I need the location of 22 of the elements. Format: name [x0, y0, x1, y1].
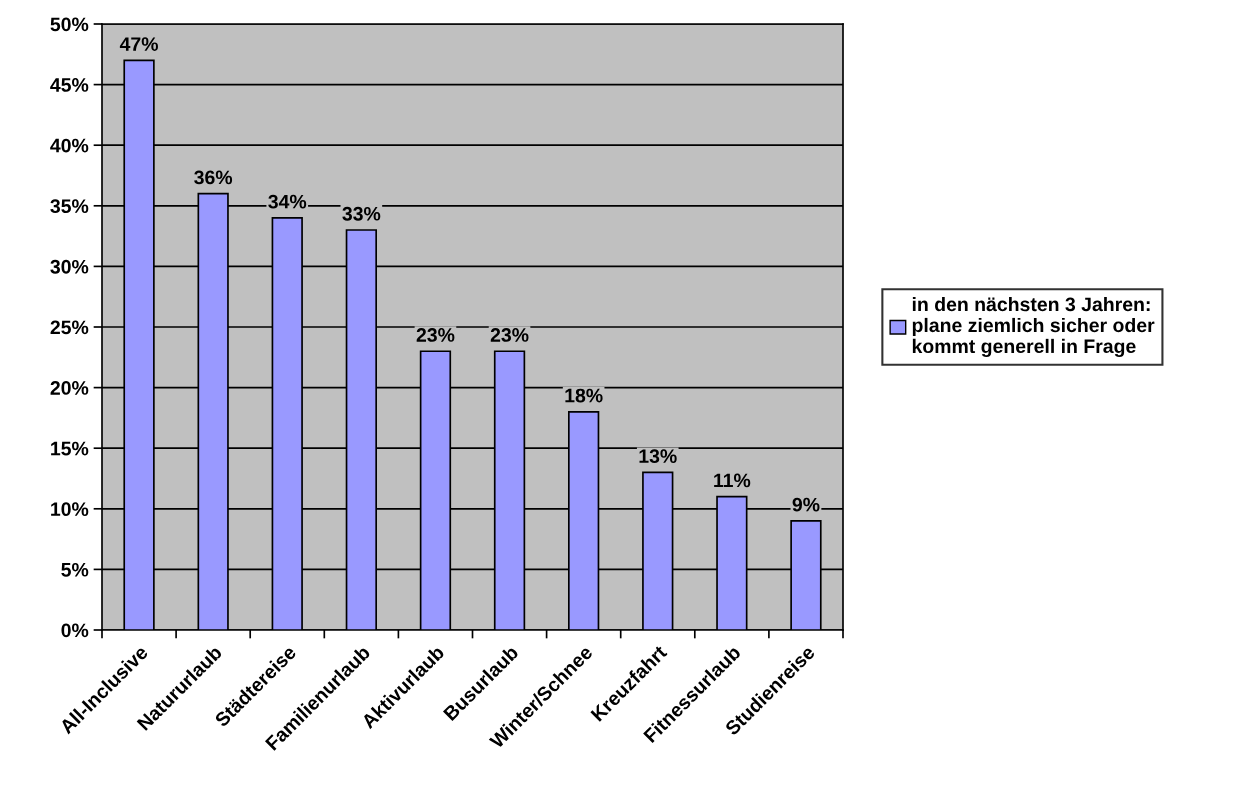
- legend-label: in den nächsten 3 Jahren: plane ziemlich sicher oder kommt generell in Frage: [912, 296, 1155, 358]
- y-tick-label: 50%: [50, 17, 89, 32]
- data-label: 18%: [565, 388, 603, 403]
- data-label: 11%: [714, 473, 751, 488]
- data-label: 23%: [416, 328, 455, 342]
- data-label: 23%: [490, 328, 529, 342]
- y-tick-label: 35%: [50, 199, 89, 214]
- y-tick-label: 20%: [50, 381, 89, 395]
- data-label: 34%: [268, 194, 307, 209]
- data-label: 33%: [342, 206, 381, 221]
- data-label: 36%: [194, 170, 233, 185]
- data-label: 13%: [639, 449, 677, 464]
- y-tick-label: 0%: [61, 623, 89, 638]
- data-label: 9%: [792, 497, 820, 512]
- y-tick-label: 40%: [50, 138, 89, 153]
- y-tick-label: 30%: [50, 259, 89, 274]
- data-label: 47%: [119, 37, 158, 51]
- y-tick-label: 45%: [50, 78, 89, 92]
- y-tick-label: 5%: [61, 562, 89, 577]
- y-tick-label: 25%: [50, 320, 89, 335]
- y-tick-label: 15%: [51, 441, 89, 456]
- y-tick-label: 10%: [51, 502, 89, 517]
